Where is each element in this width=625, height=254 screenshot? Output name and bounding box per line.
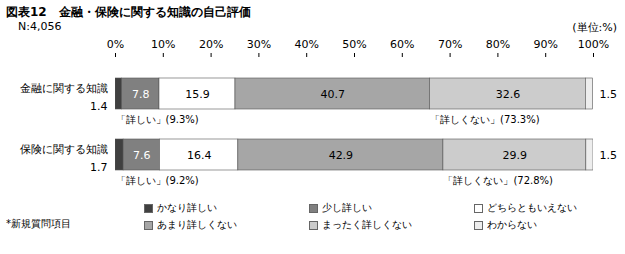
html-text:かなり詳しい: かなり詳しい	[157, 202, 217, 213]
svg-text:「詳しい」(9.2%): 「詳しい」(9.2%)	[116, 175, 199, 186]
svg-text:1.5: 1.5	[600, 88, 618, 101]
svg-text:80%: 80%	[486, 38, 510, 51]
svg-text:40.7: 40.7	[321, 88, 346, 101]
svg-text:保険に関する知識: 保険に関する知識	[20, 143, 108, 156]
svg-text:30%: 30%	[247, 38, 271, 51]
html-text:(単位:%): (単位:%)	[572, 21, 617, 34]
svg-text:60%: 60%	[390, 38, 414, 51]
svg-text:金融に関する知識: 金融に関する知識	[20, 82, 108, 95]
svg-text:15.9: 15.9	[185, 88, 210, 101]
html-text:図表12 金融・保険に関する知識の自己評価: 図表12 金融・保険に関する知識の自己評価	[6, 5, 251, 19]
svg-text:1.7: 1.7	[90, 161, 108, 174]
svg-text:29.9: 29.9	[503, 149, 528, 162]
svg-text:「詳しい」(9.3%): 「詳しい」(9.3%)	[116, 114, 199, 125]
svg-text:50%: 50%	[342, 38, 366, 51]
svg-text:1.5: 1.5	[600, 149, 618, 162]
svg-text:32.6: 32.6	[496, 88, 521, 101]
svg-text:7.8: 7.8	[132, 88, 150, 101]
svg-text:20%: 20%	[199, 38, 223, 51]
svg-text:16.4: 16.4	[187, 149, 212, 162]
html-text:*新規質問項目: *新規質問項目	[6, 218, 71, 229]
svg-text:90%: 90%	[533, 38, 557, 51]
svg-text:42.9: 42.9	[329, 149, 354, 162]
svg-text:0%: 0%	[107, 38, 124, 51]
svg-text:「詳しくない」(72.8%): 「詳しくない」(72.8%)	[443, 175, 553, 186]
svg-text:10%: 10%	[151, 38, 175, 51]
svg-text:1.4: 1.4	[90, 100, 108, 113]
html-text:あまり詳しくない: あまり詳しくない	[157, 219, 237, 230]
svg-text:7.6: 7.6	[133, 149, 151, 162]
html-text:どちらともいえない: どちらともいえない	[487, 202, 577, 213]
html-text:少し詳しい: 少し詳しい	[322, 202, 372, 213]
svg-text:「詳しくない」(73.3%): 「詳しくない」(73.3%)	[430, 114, 540, 125]
html-text:まったく詳しくない: まったく詳しくない	[322, 219, 412, 230]
svg-text:40%: 40%	[294, 38, 318, 51]
svg-text:100%: 100%	[578, 38, 609, 51]
html-text:わからない: わからない	[487, 219, 537, 230]
html-text:N:4,056: N:4,056	[18, 20, 62, 33]
svg-text:70%: 70%	[438, 38, 462, 51]
